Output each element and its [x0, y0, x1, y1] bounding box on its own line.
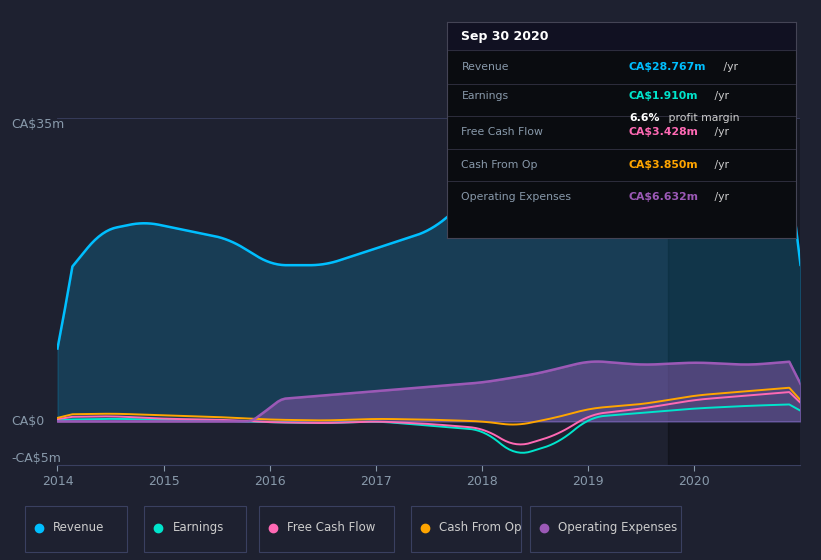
Text: Operating Expenses: Operating Expenses: [558, 521, 677, 534]
Text: /yr: /yr: [719, 62, 737, 72]
Text: CA$3.850m: CA$3.850m: [629, 160, 699, 170]
Bar: [667, 118, 821, 465]
Text: CA$1.910m: CA$1.910m: [629, 91, 699, 101]
Text: Earnings: Earnings: [172, 521, 224, 534]
Text: -CA$5m: -CA$5m: [11, 452, 62, 465]
Text: 6.6%: 6.6%: [629, 113, 659, 123]
Text: /yr: /yr: [710, 160, 728, 170]
Text: Free Cash Flow: Free Cash Flow: [461, 127, 544, 137]
Text: Revenue: Revenue: [53, 521, 105, 534]
Text: Earnings: Earnings: [461, 91, 508, 101]
Text: CA$28.767m: CA$28.767m: [629, 62, 706, 72]
Text: Free Cash Flow: Free Cash Flow: [287, 521, 376, 534]
Bar: [447, 22, 796, 50]
Text: /yr: /yr: [710, 91, 728, 101]
Text: /yr: /yr: [710, 127, 728, 137]
Text: CA$3.428m: CA$3.428m: [629, 127, 699, 137]
Text: profit margin: profit margin: [665, 113, 740, 123]
Text: /yr: /yr: [710, 192, 728, 202]
Text: CA$0: CA$0: [11, 415, 44, 428]
Text: CA$6.632m: CA$6.632m: [629, 192, 699, 202]
Text: Cash From Op: Cash From Op: [461, 160, 538, 170]
Text: Operating Expenses: Operating Expenses: [461, 192, 571, 202]
Text: Revenue: Revenue: [461, 62, 509, 72]
Text: CA$35m: CA$35m: [11, 118, 65, 130]
Text: Cash From Op: Cash From Op: [439, 521, 521, 534]
Text: Sep 30 2020: Sep 30 2020: [461, 30, 549, 43]
